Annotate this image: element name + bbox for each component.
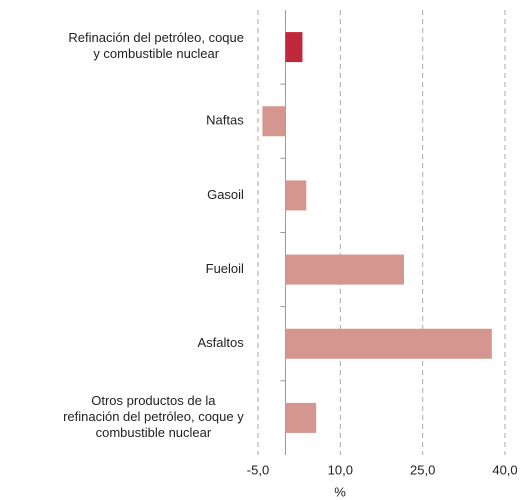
bar — [285, 254, 405, 285]
y-tick-label: Gasoil — [207, 187, 244, 202]
bar — [262, 106, 286, 137]
bar — [285, 328, 492, 359]
x-axis-label: % — [334, 484, 346, 499]
bar — [285, 180, 307, 211]
bar — [285, 402, 317, 433]
x-tick-label: 10,0 — [328, 462, 353, 477]
x-tick-label: 25,0 — [410, 462, 435, 477]
y-tick-label: Fueloil — [206, 261, 244, 276]
x-tick-label: -5,0 — [247, 462, 269, 477]
x-tick-label: 40,0 — [492, 462, 517, 477]
y-tick-label: Refinación del petróleo, coque y combusti… — [68, 31, 244, 62]
y-tick-label: Asfaltos — [198, 335, 245, 350]
y-tick-label: Otros productos de la refinación del petr… — [63, 393, 244, 440]
y-tick-label: Naftas — [206, 113, 244, 128]
bar — [285, 32, 303, 63]
